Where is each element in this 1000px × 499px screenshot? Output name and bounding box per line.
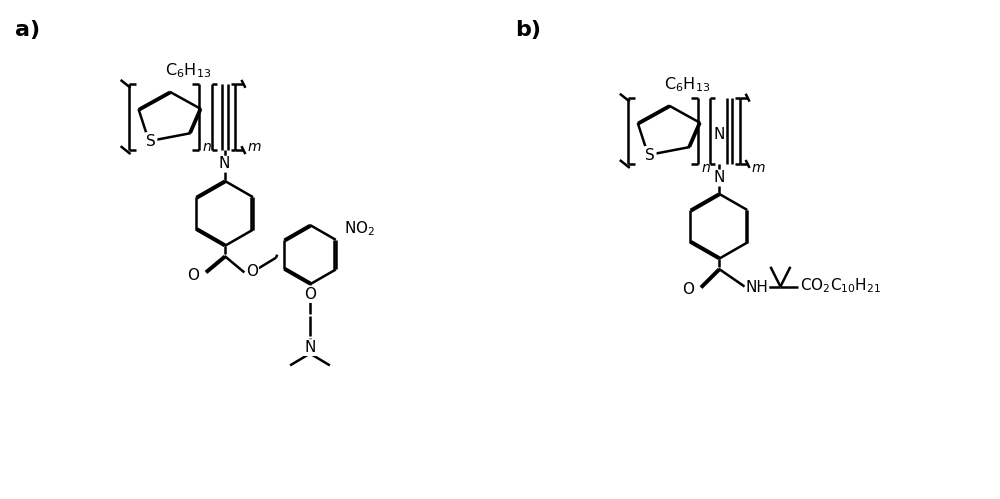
Text: O: O	[304, 287, 316, 302]
Text: $\mathregular{CO_2C_{10}H_{21}}$: $\mathregular{CO_2C_{10}H_{21}}$	[800, 276, 881, 295]
Text: N: N	[713, 170, 724, 185]
Text: m: m	[752, 161, 765, 175]
Text: a): a)	[15, 19, 40, 39]
Text: n: n	[702, 161, 711, 175]
Text: N: N	[219, 157, 230, 172]
Text: O: O	[188, 268, 200, 283]
Text: $\mathregular{NO_2}$: $\mathregular{NO_2}$	[344, 220, 375, 239]
Text: m: m	[247, 140, 261, 154]
Text: $\mathregular{C_6H_{13}}$: $\mathregular{C_6H_{13}}$	[664, 75, 710, 94]
Text: N: N	[304, 340, 316, 355]
Text: S: S	[645, 148, 655, 163]
Text: b): b)	[515, 19, 541, 39]
Text: $\mathregular{C_6H_{13}}$: $\mathregular{C_6H_{13}}$	[165, 61, 211, 80]
Text: O: O	[683, 282, 695, 297]
Text: N: N	[713, 127, 724, 142]
Text: O: O	[246, 264, 258, 279]
Text: n: n	[203, 140, 211, 154]
Text: NH: NH	[746, 280, 769, 295]
Text: S: S	[146, 134, 156, 149]
